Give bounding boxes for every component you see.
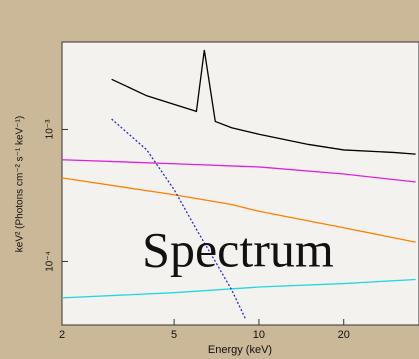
y-tick-label: 10⁻³ <box>45 119 56 139</box>
plot-area <box>61 41 419 326</box>
annotation: Spectrum <box>142 221 334 277</box>
y-axis-label: keV² (Photons cm⁻² s⁻¹ keV⁻¹) <box>15 116 26 252</box>
series-line <box>61 278 416 299</box>
series-line <box>111 49 416 155</box>
series-line <box>61 177 416 243</box>
x-tick-label: 10 <box>253 329 265 341</box>
x-tick-label: 5 <box>171 329 177 341</box>
x-tick-label: 20 <box>338 329 350 341</box>
series-line <box>61 159 416 183</box>
x-axis-label: Energy (keV) <box>208 344 272 356</box>
y-tick-label: 10⁻⁴ <box>45 251 56 272</box>
x-tick-label: 2 <box>59 329 65 341</box>
series-line <box>111 118 247 321</box>
